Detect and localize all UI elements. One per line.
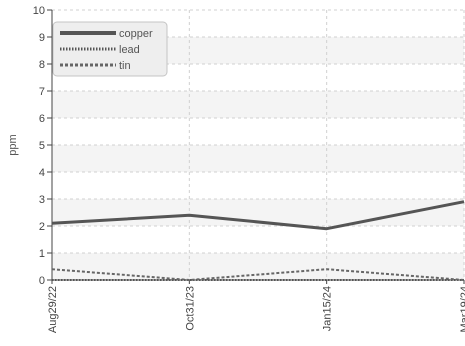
y-tick-label: 8 [39,59,45,71]
y-tick-label: 3 [39,194,45,206]
y-tick-label: 6 [39,113,45,125]
background-band [52,145,464,172]
legend-box [52,21,168,77]
background-band [52,91,464,118]
x-tick-label: Oct31/23 [184,286,196,331]
legend-label-lead: lead [119,44,140,56]
y-tick-label: 7 [39,86,45,98]
x-tick-label: Jan15/24 [322,286,334,331]
y-tick-label: 5 [39,140,45,152]
x-tick-labels: Aug29/22 Oct31/23 Jan15/24 Mar19/24 [47,286,465,333]
y-tick-label: 1 [39,248,45,260]
y-tick-label: 10 [33,5,45,17]
legend-label-tin: tin [119,60,131,72]
y-tick-label: 4 [39,167,45,179]
y-tick-labels: 0 1 2 3 4 5 6 7 8 9 10 [33,5,45,287]
series-line-copper [51,200,465,231]
y-tick-label: 9 [39,32,45,44]
series-line-tin [51,268,465,281]
legend: copper lead tin [52,21,168,77]
y-tick-label: 2 [39,221,45,233]
x-tick-label: Mar19/24 [459,286,465,332]
y-axis-title: ppm [7,134,19,155]
x-tick-label: Aug29/22 [47,286,59,333]
series-lines [51,200,465,281]
legend-label-copper: copper [119,28,153,40]
y-tick-label: 0 [39,275,45,287]
